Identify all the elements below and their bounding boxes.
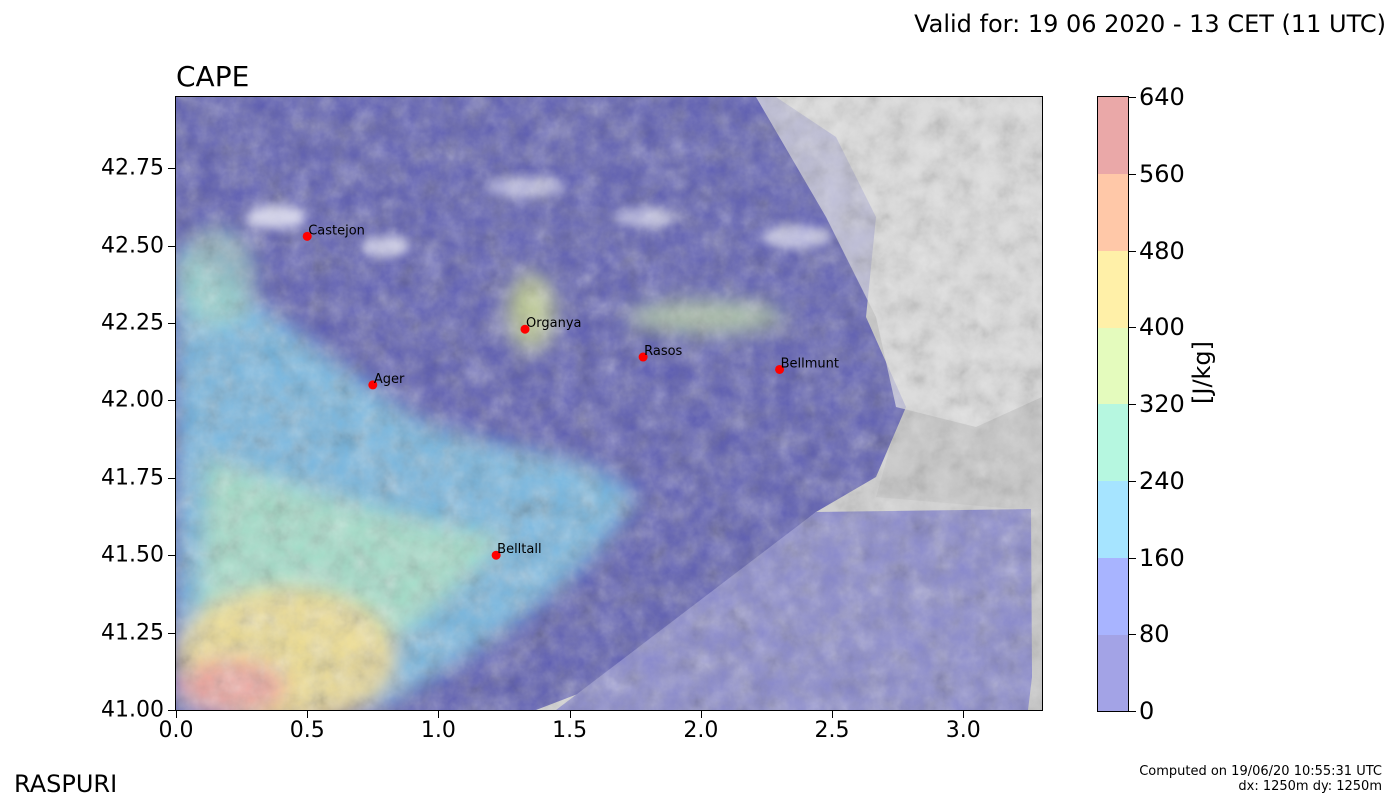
- x-tick-label: 1.0: [420, 718, 456, 743]
- colorbar-tick-mark: [1129, 557, 1136, 559]
- grid-resolution: dx: 1250m dy: 1250m: [1238, 779, 1382, 794]
- place-label: Rasos: [644, 344, 682, 359]
- place-marker: Castejon: [302, 223, 365, 241]
- colorbar-tick-mark: [1129, 480, 1136, 482]
- place-dot: [302, 231, 312, 241]
- colorbar-tick-mark: [1129, 250, 1136, 252]
- y-tick-mark: [168, 323, 175, 324]
- y-tick-label: 41.25: [101, 620, 164, 646]
- place-dot: [491, 550, 501, 560]
- place-label: Ager: [374, 372, 405, 387]
- colorbar-segment: [1098, 480, 1128, 558]
- colorbar-tick-mark: [1129, 173, 1136, 175]
- y-tick-mark: [168, 632, 175, 634]
- x-tick-mark: [176, 711, 177, 718]
- colorbar-tick-mark: [1129, 97, 1136, 98]
- x-tick-label: 3.0: [945, 718, 981, 743]
- colorbar-segment: [1098, 634, 1128, 711]
- place-dot: [638, 352, 648, 362]
- colorbar-segment: [1098, 173, 1128, 251]
- x-tick-label: 1.5: [552, 718, 588, 743]
- valid-time-header: Valid for: 19 06 2020 - 13 CET (11 UTC): [914, 10, 1386, 38]
- colorbar-label: [J/kg]: [1188, 340, 1216, 404]
- y-tick-mark: [168, 168, 175, 170]
- place-marker: Organya: [520, 316, 581, 334]
- cape-map: Castejon Organya Ager Rasos Bellmunt Belltall: [175, 96, 1043, 711]
- place-marker: Rasos: [638, 344, 683, 362]
- colorbar-tick-label: 400: [1139, 313, 1185, 342]
- colorbar-tick-label: 0: [1139, 697, 1155, 725]
- x-tick-mark: [307, 711, 309, 718]
- computed-info: Computed on 19/06/20 10:55:31 UTC dx: 12…: [1139, 764, 1382, 794]
- place-marker: Ager: [368, 372, 405, 390]
- computed-timestamp: Computed on 19/06/20 10:55:31 UTC: [1139, 764, 1382, 779]
- y-tick-label: 41.00: [101, 697, 164, 723]
- place-label: Bellmunt: [781, 356, 839, 371]
- colorbar-tick-mark: [1129, 404, 1136, 405]
- colorbar: [1097, 96, 1129, 712]
- x-tick-mark: [832, 711, 834, 718]
- x-tick-label: 0.0: [158, 718, 194, 743]
- x-tick-label: 0.5: [289, 718, 325, 743]
- colorbar-segment: [1098, 557, 1128, 635]
- y-tick-label: 42.25: [101, 310, 164, 336]
- places-layer: Castejon Organya Ager Rasos Bellmunt Belltall: [302, 223, 839, 560]
- brand-label: RASPURI: [14, 770, 118, 798]
- place-dot: [368, 380, 378, 390]
- terrain-texture: [176, 97, 1042, 710]
- colorbar-tick-mark: [1129, 634, 1136, 636]
- colorbar-segment: [1098, 250, 1128, 328]
- colorbar-tick-label: 560: [1139, 159, 1185, 188]
- y-tick-mark: [168, 245, 175, 247]
- place-label: Belltall: [497, 542, 541, 557]
- colorbar-tick-mark: [1129, 327, 1136, 329]
- y-tick-label: 42.50: [101, 233, 164, 259]
- x-tick-mark: [438, 711, 440, 718]
- y-tick-mark: [168, 400, 175, 402]
- colorbar-segment: [1098, 327, 1128, 405]
- x-tick-mark: [963, 711, 965, 718]
- y-tick-label: 42.00: [101, 387, 164, 413]
- y-tick-label: 41.50: [101, 542, 164, 568]
- place-dot: [520, 324, 530, 334]
- map-title: CAPE: [176, 60, 250, 93]
- snow-patches: [246, 177, 831, 257]
- place-dot: [775, 364, 785, 374]
- y-tick-mark: [168, 710, 175, 711]
- x-tick-mark: [700, 711, 702, 718]
- y-tick-label: 42.75: [101, 155, 164, 181]
- place-label: Castejon: [308, 223, 365, 238]
- colorbar-tick-label: 320: [1139, 390, 1185, 418]
- colorbar-tick-label: 160: [1139, 543, 1185, 572]
- x-tick-mark: [569, 711, 571, 718]
- y-tick-mark: [168, 555, 175, 557]
- colorbar-tick-mark: [1129, 711, 1136, 712]
- y-tick-label: 41.75: [101, 465, 164, 491]
- place-marker: Belltall: [491, 542, 542, 560]
- colorbar-segment: [1098, 404, 1128, 481]
- y-tick-mark: [168, 477, 175, 479]
- colorbar-tick-label: 240: [1139, 466, 1185, 495]
- x-tick-label: 2.0: [683, 718, 719, 743]
- colorbar-segment: [1098, 97, 1128, 174]
- x-tick-label: 2.5: [814, 718, 850, 743]
- colorbar-tick-label: 480: [1139, 236, 1185, 265]
- place-marker: Bellmunt: [775, 356, 839, 374]
- colorbar-tick-label: 640: [1139, 83, 1185, 111]
- place-label: Organya: [526, 316, 581, 331]
- colorbar-tick-label: 80: [1139, 620, 1170, 649]
